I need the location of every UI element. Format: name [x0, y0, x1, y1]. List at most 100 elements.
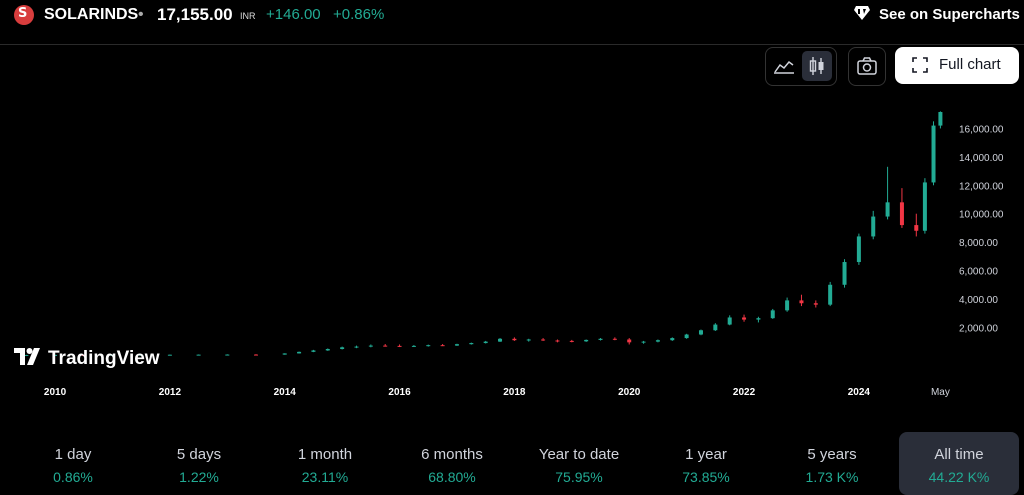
candle-body [684, 334, 689, 339]
candle-body [742, 317, 747, 320]
price-change-percent: +0.86% [333, 6, 385, 23]
candle-body [24, 354, 29, 356]
candle [81, 354, 86, 356]
candle-body [612, 338, 617, 340]
price-chart[interactable]: 2,000.00 4,000.00 6,000.00 8,000.00 10,000.0… [0, 0, 1024, 420]
y-tick-label: 2,000.00 [959, 323, 998, 334]
x-tick-label: 2016 [388, 387, 411, 398]
period-5-days[interactable]: 5 days 1.22% [139, 432, 259, 495]
candle-body [670, 338, 675, 341]
full-chart-label: Full chart [939, 56, 1001, 73]
candle [541, 338, 546, 341]
y-tick-label: 14,000.00 [959, 153, 1004, 164]
candle-body [598, 338, 603, 340]
candle-body [225, 354, 230, 356]
candlestick-button[interactable] [802, 51, 832, 81]
y-axis-labels: 2,000.00 4,000.00 6,000.00 8,000.00 10,000.0… [959, 124, 1004, 334]
symbol-name[interactable]: SOLARINDS [44, 6, 139, 23]
period-all-time[interactable]: All time 44.22 K% [899, 432, 1019, 495]
period-label: 1 month [297, 446, 353, 463]
period-value: 44.22 K% [928, 469, 990, 485]
fullscreen-icon [912, 57, 928, 73]
separator-dot: • [138, 6, 144, 23]
header-bar: S SOLARINDS • 17,155.00 INR +146.00 +0.8… [0, 0, 1024, 30]
candle-body [454, 344, 459, 346]
candle-body [938, 112, 943, 126]
candle-body [931, 125, 936, 183]
period-5-years[interactable]: 5 years 1.73 K% [772, 432, 892, 495]
candle-body [110, 354, 115, 356]
period-6-months[interactable]: 6 months 68.80% [392, 432, 512, 495]
supercharts-icon [854, 6, 870, 20]
candle [426, 344, 431, 347]
candle [785, 297, 790, 312]
candle [670, 337, 675, 341]
candle-body [469, 343, 474, 345]
candle [684, 333, 689, 339]
period-value: 68.80% [428, 469, 476, 485]
company-logo-icon: S [14, 5, 34, 25]
candle-body [655, 340, 660, 342]
candle [598, 338, 603, 341]
candle-body [282, 353, 287, 355]
candle [813, 300, 818, 308]
candle [627, 338, 632, 345]
period-label: 1 day [54, 446, 92, 463]
candle-body [411, 345, 416, 347]
candle-body [713, 324, 718, 331]
period-1-day[interactable]: 1 day 0.86% [13, 432, 133, 495]
area-chart-button[interactable] [769, 51, 799, 81]
candle [498, 338, 503, 342]
candle-body [498, 338, 503, 342]
candle [354, 345, 359, 349]
period-1-year[interactable]: 1 year 73.85% [646, 432, 766, 495]
snapshot-button[interactable] [852, 51, 882, 81]
candle [254, 354, 259, 356]
candle-body [871, 216, 876, 237]
period-year-to-date[interactable]: Year to date 75.95% [519, 432, 639, 495]
candle-body [842, 262, 847, 285]
tradingview-logo[interactable]: TradingView [14, 348, 160, 370]
x-tick-label: 2012 [159, 387, 182, 398]
candle [139, 354, 144, 356]
y-tick-label: 8,000.00 [959, 238, 998, 249]
x-tick-label: May [931, 387, 950, 398]
x-tick-label: 2014 [274, 387, 297, 398]
candle [383, 344, 388, 347]
candle [555, 339, 560, 343]
candle-body [541, 339, 546, 341]
candle [325, 348, 330, 351]
candle-body [799, 300, 804, 304]
candle [454, 343, 459, 346]
candle-body [584, 339, 589, 342]
candle [340, 346, 345, 350]
candle [397, 344, 402, 348]
x-tick-label: 2010 [44, 387, 67, 398]
full-chart-button[interactable]: Full chart [895, 47, 1019, 84]
period-value: 75.95% [555, 469, 603, 485]
candle [297, 351, 302, 354]
candle-body [483, 341, 488, 344]
candle-body [512, 338, 517, 341]
candle [871, 210, 876, 240]
candle-body [698, 330, 703, 335]
candle-body [856, 236, 861, 263]
period-1-month[interactable]: 1 month 23.11% [265, 432, 385, 495]
candle-body [555, 340, 560, 342]
period-label: 6 months [421, 446, 483, 463]
currency-label: INR [240, 11, 256, 21]
candle-body [813, 303, 818, 305]
candlestick-icon [809, 57, 824, 75]
candle [469, 342, 474, 345]
see-on-supercharts-link[interactable]: See on Supercharts [853, 5, 1020, 23]
tradingview-logo-icon [14, 348, 40, 365]
period-label: 5 years [807, 446, 857, 463]
candle [938, 111, 943, 129]
candle-body [627, 339, 632, 343]
period-value: 1.22% [179, 469, 219, 485]
x-axis-labels: 2010 2012 2014 2016 2018 2020 2022 2024 May [44, 387, 950, 398]
x-tick-label: 2022 [733, 387, 756, 398]
candle [411, 345, 416, 348]
candle [799, 294, 804, 307]
snapshot-toolbar [848, 47, 886, 86]
